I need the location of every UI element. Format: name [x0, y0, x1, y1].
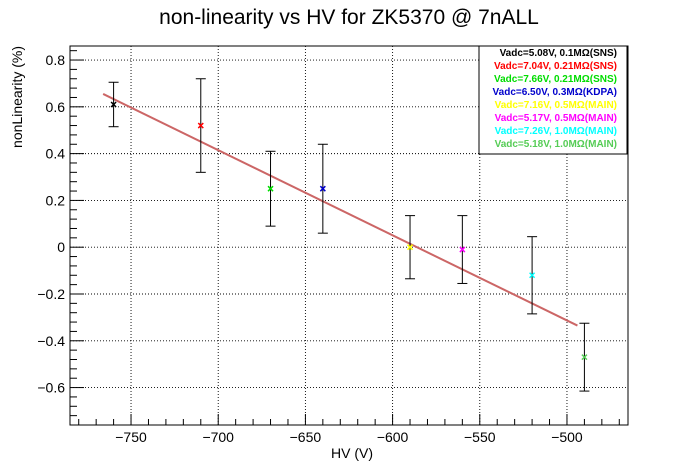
legend: Vadc=5.08V, 0.1MΩ(SNS) Vadc=7.04V, 0.21MΩ… [478, 45, 628, 155]
x-tick-label: −550 [464, 429, 496, 445]
plot-frame [69, 45, 629, 426]
x-tick-label: −750 [115, 429, 147, 445]
y-tick-label: −0.4 [37, 333, 65, 349]
legend-entry: Vadc=7.66V, 0.21MΩ(SNS) [494, 74, 617, 85]
y-tick-label: −0.2 [37, 286, 65, 302]
y-tick-label: −0.6 [37, 380, 65, 396]
legend-entry: Vadc=5.17V, 0.5MΩ(MAIN) [495, 113, 617, 124]
data-point [195, 78, 206, 173]
x-tick-label: −500 [551, 429, 583, 445]
y-tick-label: 0.6 [46, 99, 66, 115]
y-tick-label: 0.4 [46, 146, 66, 162]
data-point [405, 215, 416, 280]
x-tick-label: −650 [290, 429, 322, 445]
point-marker [407, 244, 414, 251]
point-marker [459, 246, 466, 253]
data-points [108, 78, 590, 392]
y-tick-label: 0.2 [46, 192, 66, 208]
point-marker [581, 354, 588, 361]
point-marker [110, 101, 117, 108]
point-marker [267, 185, 274, 192]
data-point [579, 322, 590, 392]
legend-entry: Vadc=7.16V, 0.5MΩ(MAIN) [495, 100, 617, 111]
fit-line-layer [102, 93, 578, 327]
y-axis-ticks: −0.6 −0.4 −0.2 0 0.2 0.4 0.6 0.8 [37, 50, 84, 426]
fit-line [102, 93, 578, 327]
y-tick-label: 0.8 [46, 52, 66, 68]
x-axis-ticks: −750 −700 −650 −600 −550 −500 [78, 414, 620, 445]
y-tick-label: 0 [57, 239, 65, 255]
chart-title: non-linearity vs HV for ZK5370 @ 7nALL [159, 6, 539, 29]
data-point [317, 143, 328, 234]
data-point [457, 215, 468, 284]
y-axis-label: nonLinearity (%) [9, 46, 25, 148]
x-axis-label: HV (V) [331, 445, 373, 461]
legend-box [478, 45, 628, 155]
legend-entry: Vadc=7.26V, 1.0MΩ(MAIN) [495, 126, 617, 137]
data-point [108, 81, 119, 128]
legend-entry: Vadc=6.50V, 0.3MΩ(KDPA) [493, 87, 617, 98]
x-tick-label: −700 [202, 429, 234, 445]
legend-entry: Vadc=7.04V, 0.21MΩ(SNS) [494, 61, 617, 72]
x-tick-label: −600 [377, 429, 409, 445]
data-point [527, 236, 538, 315]
point-marker [197, 122, 204, 129]
legend-entry: Vadc=5.08V, 0.1MΩ(SNS) [500, 48, 617, 59]
legend-entry: Vadc=5.18V, 1.0MΩ(MAIN) [495, 139, 617, 150]
point-marker [319, 185, 326, 192]
data-point [265, 150, 276, 227]
point-marker [529, 272, 536, 279]
